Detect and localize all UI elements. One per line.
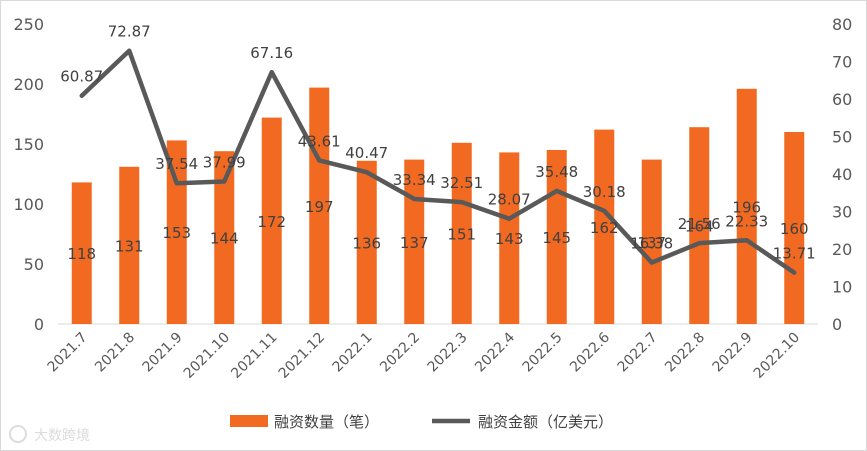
y-right-tick-label: 50: [832, 128, 852, 147]
x-tick-label: 2021.7: [45, 330, 91, 376]
bar-data-label: 131: [115, 237, 144, 255]
y-left-tick-label: 200: [13, 75, 44, 94]
bar: [119, 166, 140, 324]
y-left-tick-label: 250: [13, 15, 44, 34]
bar: [594, 129, 615, 324]
bar-data-label: 118: [67, 245, 96, 263]
bar: [689, 127, 710, 324]
line-data-label: 72.87: [108, 23, 151, 41]
bar: [499, 152, 520, 324]
line-data-label: 35.48: [535, 163, 578, 181]
x-tick-label: 2022.3: [425, 330, 471, 376]
legend-label-bar: 融资数量（笔）: [274, 413, 379, 431]
y-left-tick-label: 100: [13, 195, 44, 214]
x-tick-label: 2022.9: [710, 330, 756, 376]
line-data-label: 37.99: [203, 154, 246, 172]
line-data-label: 16.38: [630, 235, 673, 253]
line-data-label: 33.34: [393, 171, 436, 189]
x-tick-label: 2022.2: [377, 330, 423, 376]
y-right-tick-label: 40: [832, 165, 852, 184]
line-data-label: 32.51: [440, 174, 483, 192]
line-data-label: 22.33: [725, 212, 768, 230]
bar-data-label: 164: [685, 218, 714, 236]
legend-label-line: 融资金额（亿美元）: [478, 413, 613, 431]
x-tick-label: 2021.8: [92, 330, 138, 376]
line-data-label: 67.16: [250, 44, 293, 62]
x-tick-label: 2022.10: [751, 330, 803, 382]
x-tick-label: 2022.1: [330, 330, 376, 376]
line-data-label: 43.61: [298, 132, 341, 150]
watermark-text: 大数跨境: [34, 428, 90, 444]
bar-data-label: 136: [352, 234, 381, 252]
y-right-tick-label: 30: [832, 203, 852, 222]
y-left-tick-label: 0: [34, 315, 44, 334]
line-data-label: 60.87: [60, 68, 103, 86]
bar-data-label: 160: [780, 220, 809, 238]
x-tick-label: 2022.6: [567, 329, 613, 375]
bar-data-label: 172: [257, 213, 286, 231]
line-data-label: 37.54: [155, 155, 198, 173]
y-left-tick-label: 50: [24, 255, 44, 274]
line-data-label: 28.07: [488, 191, 531, 209]
bar-data-label: 137: [400, 234, 429, 252]
watermark-logo: [9, 425, 27, 443]
bar-data-label: 196: [732, 198, 761, 216]
x-tick-label: 2022.7: [615, 330, 661, 376]
line-series: [79, 48, 797, 275]
y-right-tick-label: 60: [832, 90, 852, 109]
x-tick-label: 2021.12: [276, 330, 328, 382]
y-right-tick-label: 0: [832, 315, 842, 334]
x-tick-label: 2021.11: [228, 330, 280, 382]
bar-data-label: 143: [495, 230, 524, 248]
bar-data-label: 144: [210, 230, 239, 248]
legend-swatch-bar: [230, 415, 268, 427]
bar: [261, 117, 282, 324]
line-data-label: 30.18: [583, 183, 626, 201]
line-data-label: 40.47: [345, 144, 388, 162]
y-right-tick-label: 10: [832, 278, 852, 297]
bar: [736, 88, 757, 324]
bar: [784, 132, 805, 324]
y-right-tick-label: 20: [832, 240, 852, 259]
bar-data-label: 137: [637, 234, 666, 252]
x-tick-label: 2022.8: [662, 330, 708, 376]
x-tick-label: 2021.10: [181, 330, 233, 382]
bar: [451, 142, 472, 324]
line-data-label: 13.71: [773, 245, 816, 263]
bar-data-label: 197: [305, 198, 334, 216]
line-data-label: 21.56: [678, 215, 721, 233]
x-tick-label: 2022.4: [472, 329, 518, 375]
bar-data-label: 153: [162, 224, 191, 242]
y-right-tick-label: 70: [832, 53, 852, 72]
bar: [641, 159, 662, 324]
bar-data-label: 162: [590, 219, 619, 237]
y-right-tick-label: 80: [832, 15, 852, 34]
x-tick-label: 2022.5: [520, 330, 566, 376]
x-tick-label: 2021.9: [140, 330, 186, 376]
bar: [71, 182, 92, 324]
bar: [166, 140, 187, 324]
bar: [356, 160, 377, 324]
y-left-tick-label: 150: [13, 135, 44, 154]
bar: [214, 151, 235, 324]
bar-data-label: 151: [447, 225, 476, 243]
bar-data-label: 145: [542, 229, 571, 247]
